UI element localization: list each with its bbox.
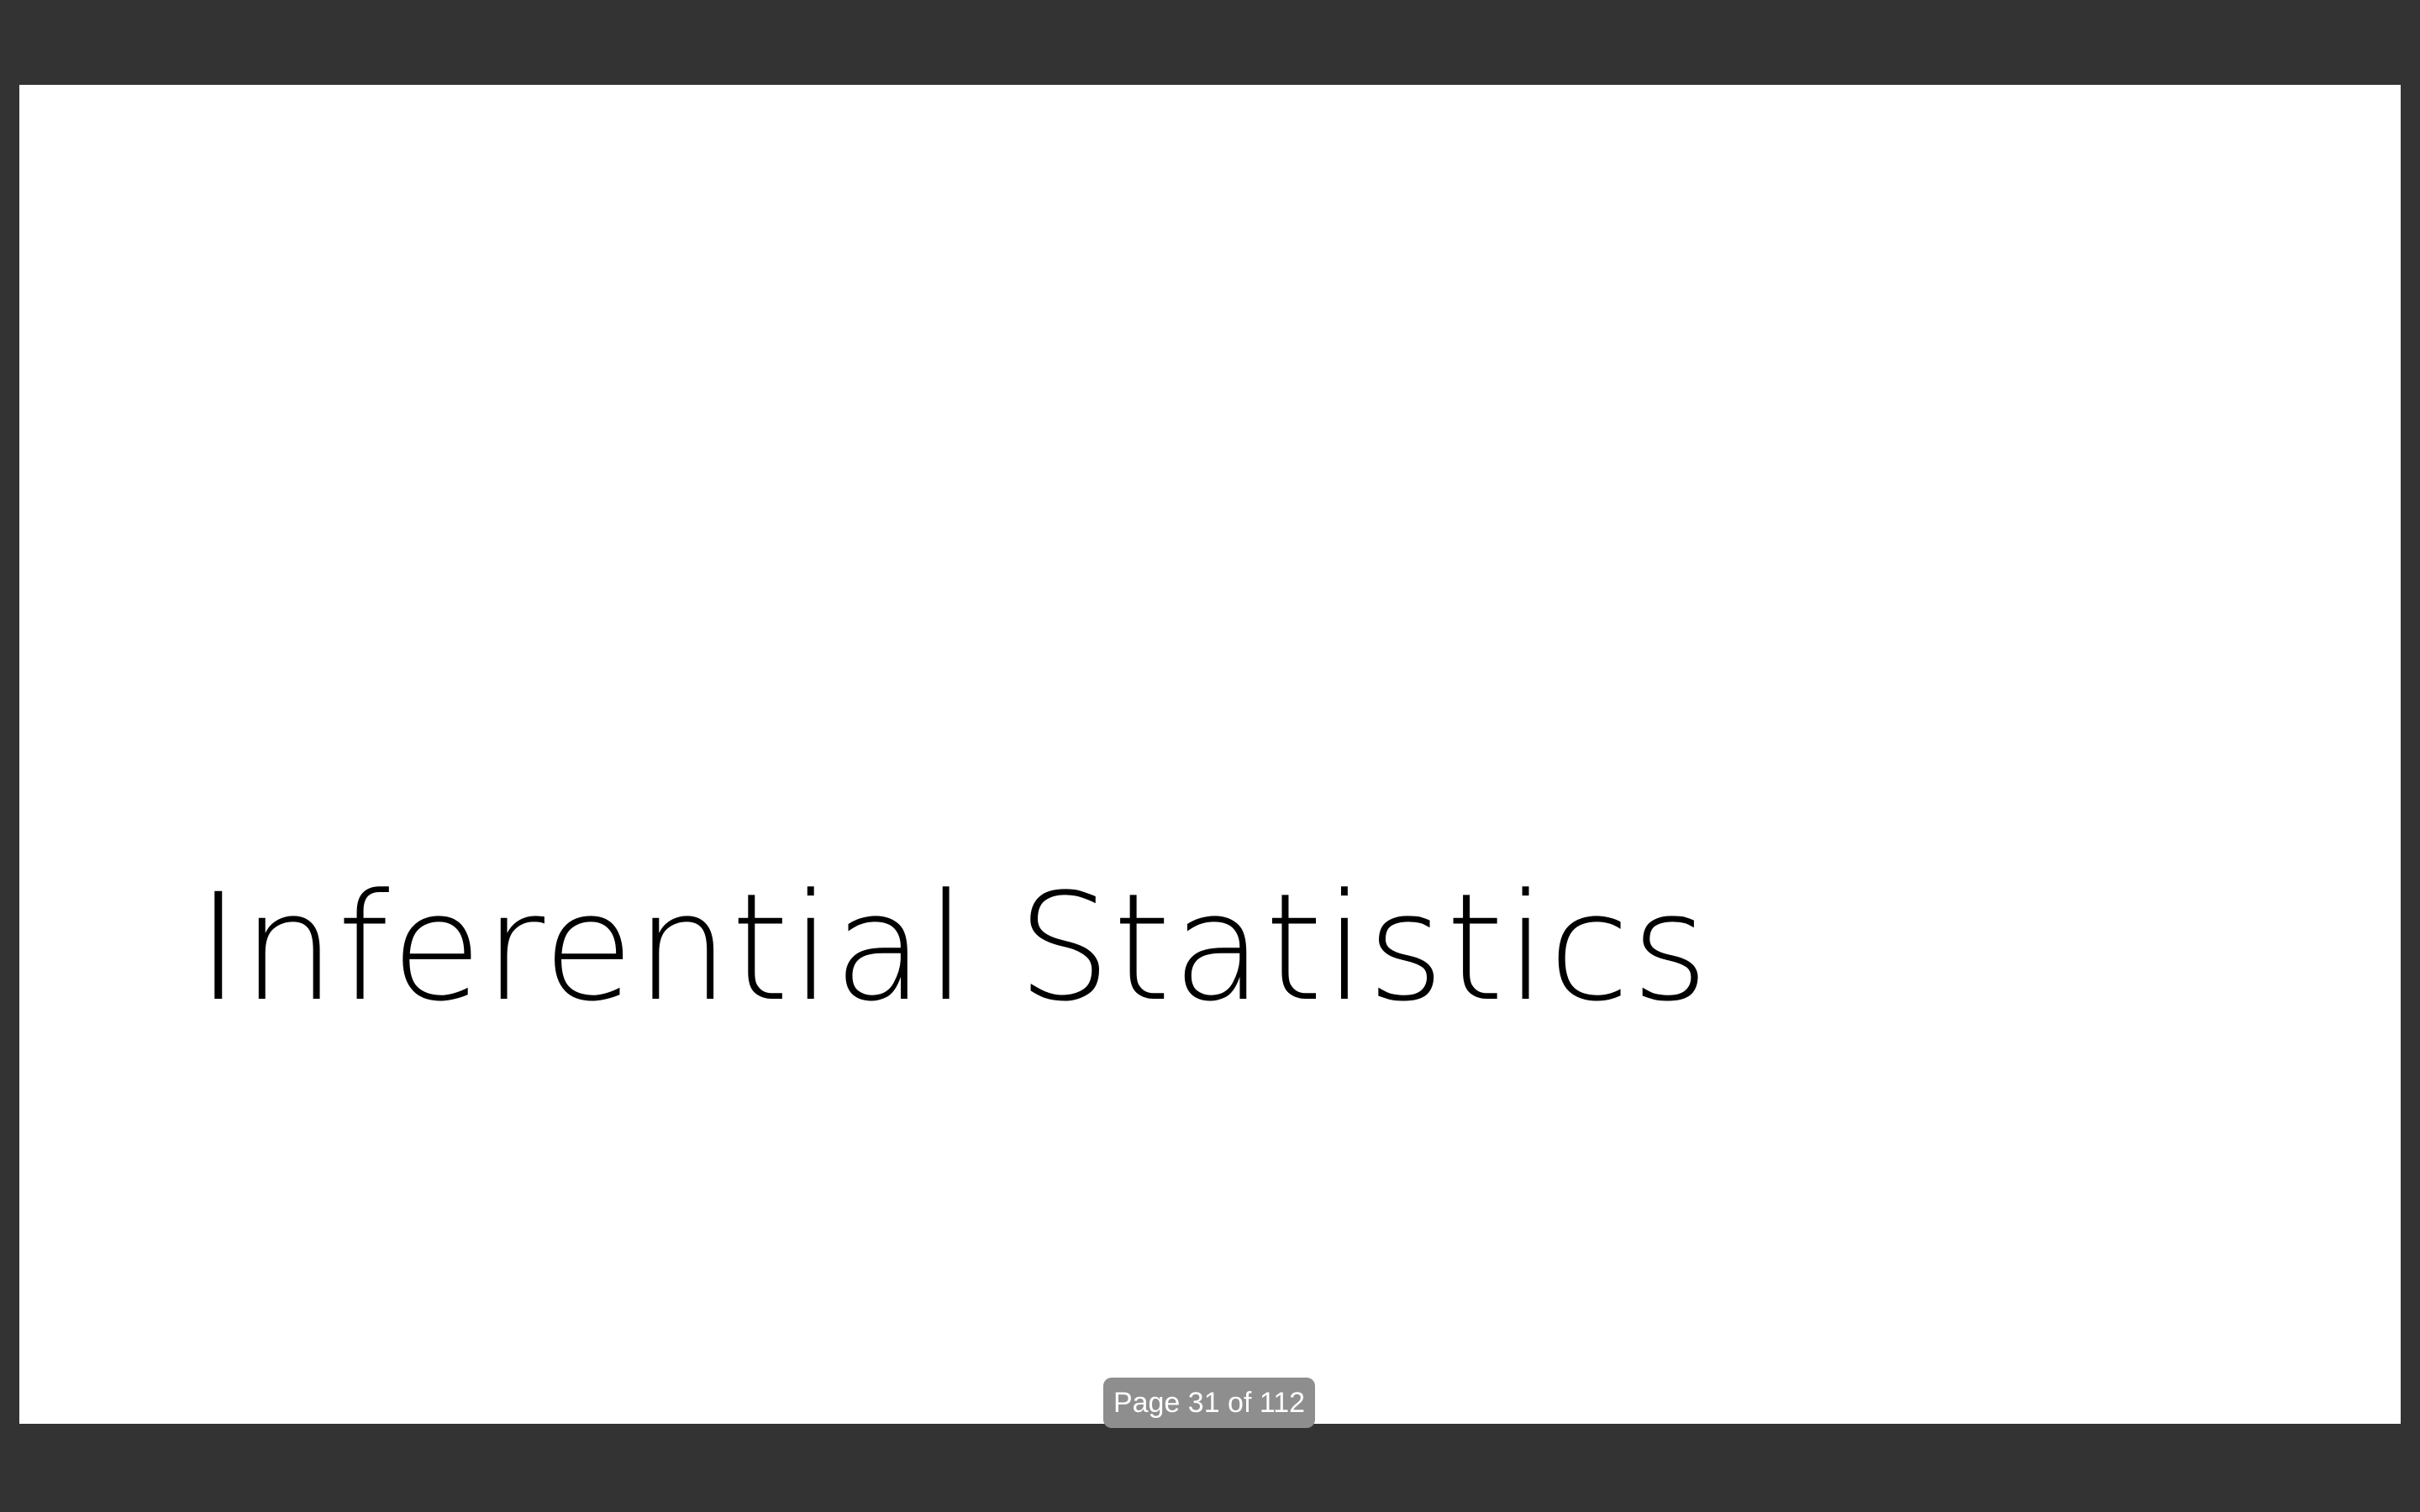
slide-title: Inferential Statistics xyxy=(197,862,1711,1034)
page-indicator: Page 31 of 112 xyxy=(1103,1378,1315,1428)
slide-page[interactable]: Inferential Statistics xyxy=(19,85,2401,1424)
